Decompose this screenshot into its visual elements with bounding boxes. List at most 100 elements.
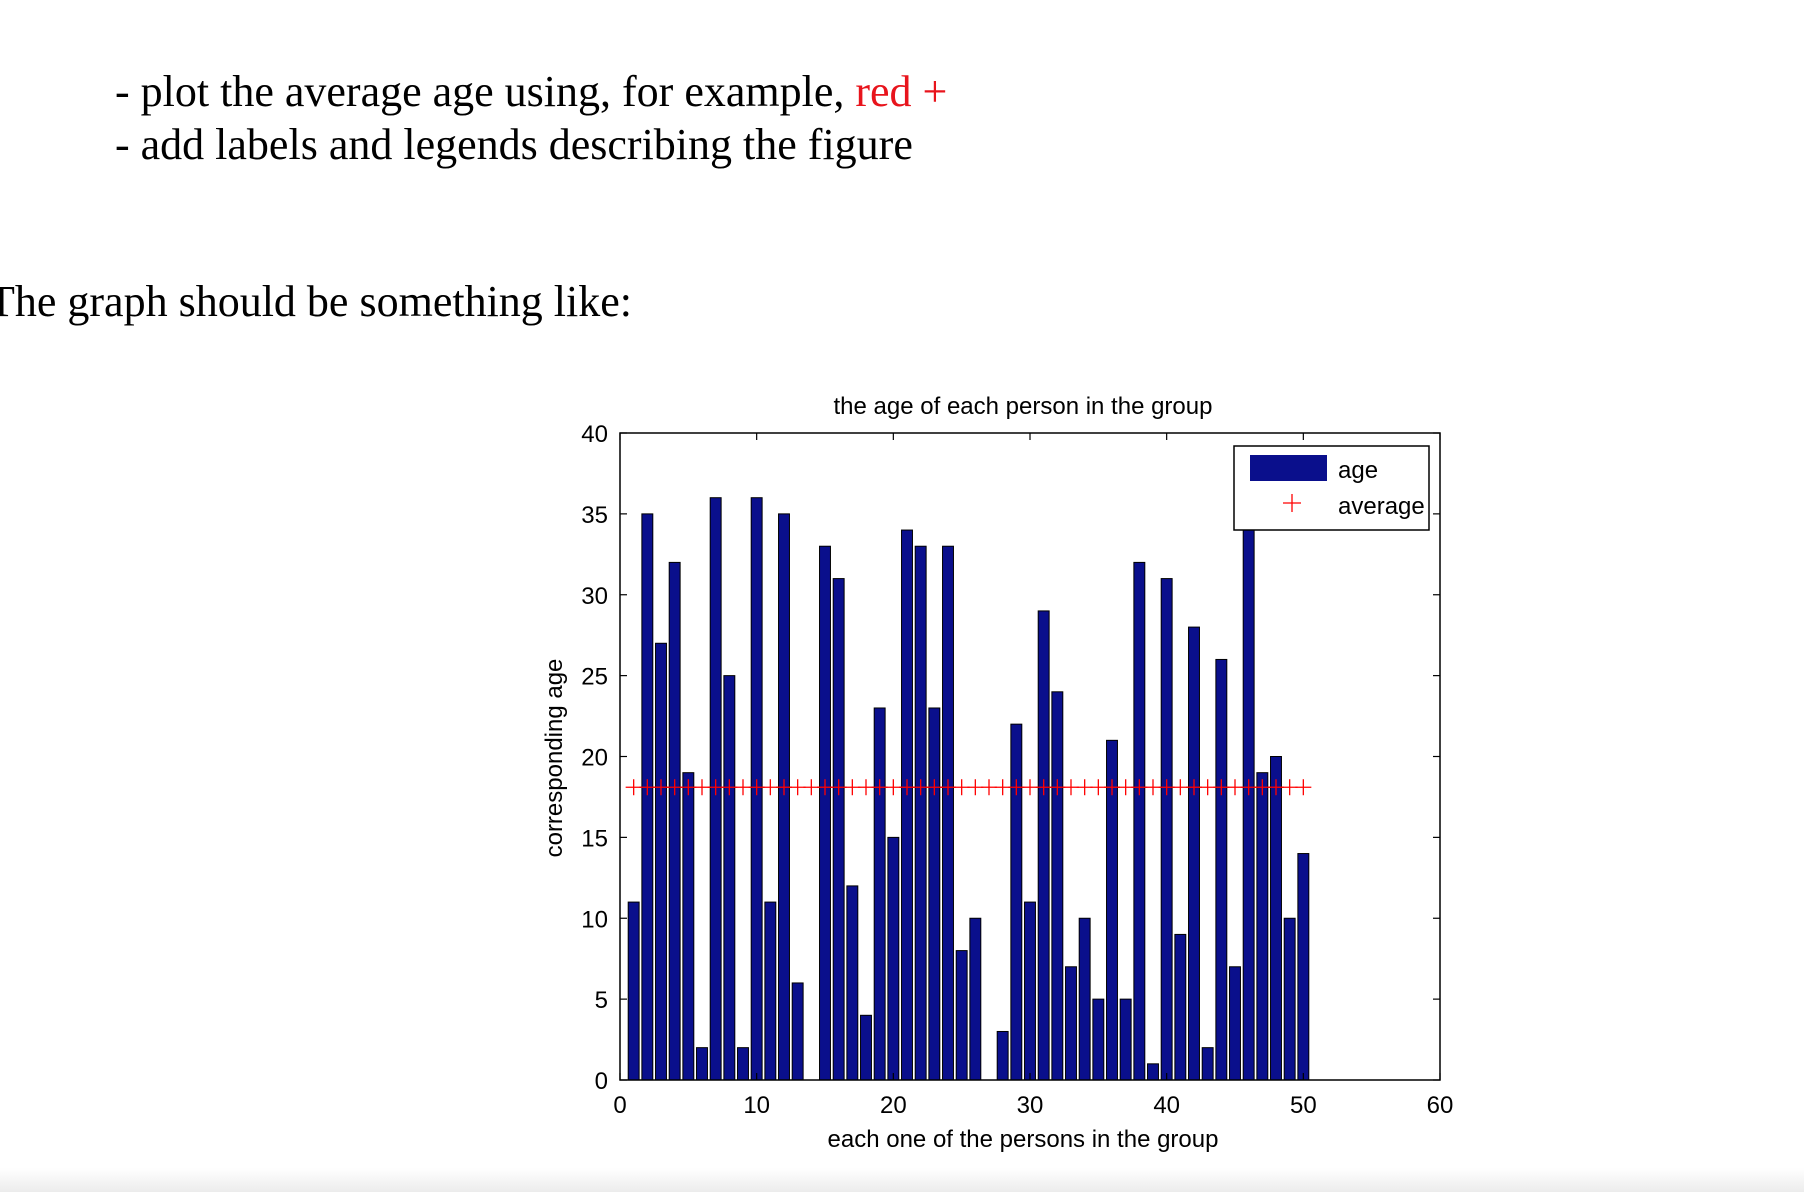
- average-marker: [1090, 779, 1107, 796]
- bar: [832, 578, 845, 1081]
- average-marker: [735, 779, 751, 796]
- average-marker: [1104, 779, 1120, 796]
- instruction-line-1: - plot the average age using, for exampl…: [115, 70, 947, 114]
- average-marker: [1213, 779, 1230, 796]
- bar: [996, 1030, 1009, 1081]
- bar: [1297, 853, 1310, 1081]
- average-marker: [871, 779, 888, 796]
- bar: [819, 545, 831, 1081]
- bar: [1174, 933, 1187, 1081]
- average-marker: [1240, 779, 1257, 796]
- average-marker: [926, 779, 943, 796]
- y-axis-label: corresponding age: [541, 659, 568, 858]
- average-marker: [981, 779, 997, 796]
- y-tick-label: 30: [581, 583, 608, 610]
- average-marker: [1283, 494, 1301, 512]
- average-marker: [1131, 779, 1148, 796]
- average-marker: [844, 779, 861, 796]
- bar: [1160, 578, 1173, 1081]
- bar: [928, 707, 941, 1081]
- bar: [914, 545, 927, 1081]
- average-marker: [1022, 779, 1038, 796]
- x-tick-label: 20: [880, 1092, 907, 1119]
- bar: [668, 561, 681, 1081]
- legend-swatch-average: [1283, 494, 1301, 512]
- x-tick-label: 40: [1153, 1092, 1180, 1119]
- chart-title: the age of each person in the group: [834, 393, 1213, 420]
- bar: [655, 642, 667, 1081]
- average-marker: [830, 779, 847, 796]
- bar: [1201, 1047, 1214, 1081]
- average-marker: [639, 779, 656, 796]
- average-marker: [1254, 779, 1271, 796]
- average-marker: [1063, 779, 1079, 796]
- average-marker: [776, 779, 792, 796]
- bar: [1270, 756, 1282, 1081]
- bar: [887, 836, 900, 1081]
- average-marker: [885, 779, 902, 796]
- bar: [1283, 917, 1296, 1081]
- x-tick-label: 60: [1427, 1092, 1454, 1119]
- legend-swatch-age: [1250, 455, 1327, 481]
- average-marker: [653, 779, 669, 796]
- average-marker: [1158, 779, 1175, 796]
- bar: [1119, 998, 1132, 1081]
- x-tick-label: 30: [1017, 1092, 1044, 1119]
- bar: [696, 1047, 708, 1081]
- bar: [873, 707, 886, 1081]
- average-marker: [1281, 779, 1298, 796]
- legend: age average: [1233, 445, 1430, 531]
- x-tick-label: 0: [613, 1092, 626, 1119]
- average-marker: [994, 779, 1011, 796]
- instruction-text: - plot the average age using, for exampl…: [115, 67, 856, 116]
- average-marker: [858, 779, 874, 796]
- bar: [1147, 1063, 1159, 1081]
- average-marker: [1227, 779, 1243, 796]
- bar: [791, 982, 804, 1081]
- average-marker: [1008, 779, 1025, 796]
- average-marker: [1186, 779, 1202, 796]
- average-marker: [1199, 779, 1216, 796]
- bar: [1242, 464, 1255, 1081]
- bar: [641, 513, 654, 1081]
- average-marker: [694, 779, 710, 796]
- y-tick-label: 10: [581, 906, 608, 933]
- average-marker: [762, 779, 779, 796]
- average-marker: [1035, 779, 1052, 796]
- average-marker: [721, 779, 738, 796]
- average-marker: [817, 779, 833, 796]
- legend-label-average: average: [1338, 493, 1425, 520]
- y-tick-label: 0: [595, 1068, 608, 1095]
- bar: [764, 901, 777, 1081]
- y-tick-label: 15: [581, 825, 608, 852]
- bar: [969, 917, 982, 1081]
- bar: [1229, 966, 1241, 1081]
- axes-layer: 0 10 20 30 40 50 60 0 5 10 15 20 25 30 35 40: [581, 421, 1453, 1119]
- bar: [682, 772, 695, 1081]
- bar: [778, 513, 790, 1081]
- bar: [955, 950, 968, 1081]
- bar: [1037, 610, 1050, 1081]
- bar: [1256, 772, 1269, 1081]
- y-tick-label: 25: [581, 664, 608, 691]
- x-tick-label: 10: [743, 1092, 770, 1119]
- bars-layer: [627, 464, 1310, 1081]
- average-marker: [625, 779, 642, 796]
- average-marker: [748, 779, 765, 796]
- legend-label-age: age: [1338, 457, 1378, 484]
- average-marker: [1145, 779, 1161, 796]
- y-tick-label: 40: [581, 421, 608, 448]
- bar: [1065, 966, 1077, 1081]
- average-marker: [1117, 779, 1134, 796]
- instruction-highlight: red +: [855, 67, 948, 116]
- y-tick-label: 5: [595, 987, 608, 1014]
- instruction-line-2: - add labels and legends describing the …: [115, 123, 913, 167]
- bar: [1092, 998, 1105, 1081]
- intro-sentence: The graph should be something like:: [0, 277, 632, 326]
- average-marker: [1076, 779, 1093, 796]
- instruction-text: - add labels and legends describing the …: [115, 120, 913, 169]
- x-tick-label: 50: [1290, 1092, 1317, 1119]
- average-marker: [940, 779, 956, 796]
- bar: [737, 1047, 749, 1081]
